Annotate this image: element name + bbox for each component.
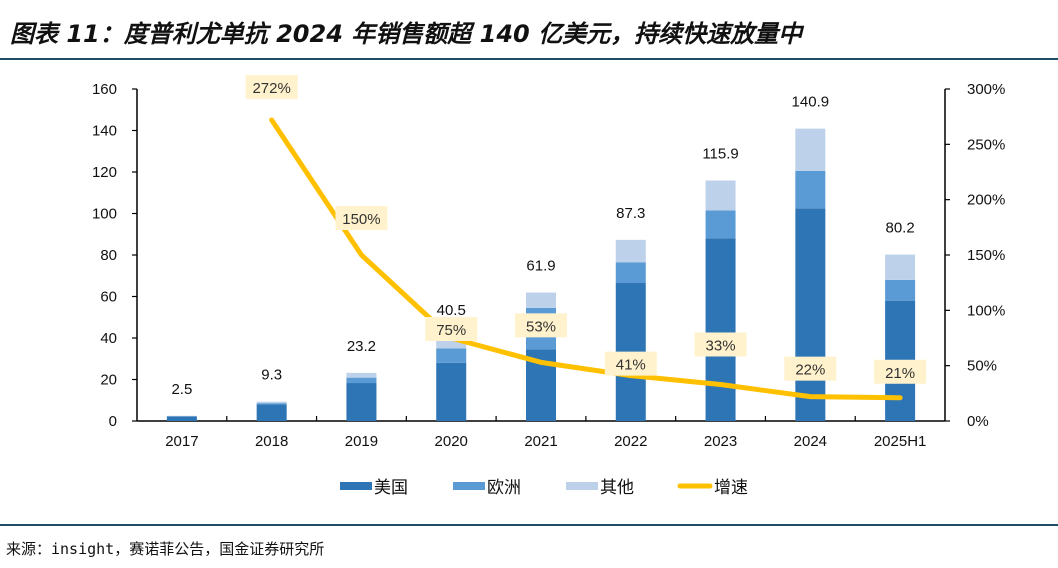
bar-segment-美国 [795, 208, 826, 421]
growth-label: 75% [436, 322, 466, 339]
bar-total-label: 40.5 [437, 302, 466, 319]
bar-total-label: 61.9 [526, 258, 555, 275]
x-tick-label: 2025H1 [874, 433, 927, 450]
bar-segment-其他 [436, 336, 467, 349]
bar-segment-美国 [705, 238, 736, 421]
bar-segment-欧洲 [705, 210, 736, 239]
bar-segment-其他 [885, 254, 916, 280]
left-tick-label: 60 [100, 289, 117, 306]
bar-segment-美国 [166, 416, 197, 421]
x-tick-label: 2020 [435, 433, 468, 450]
bar-segment-其他 [346, 372, 377, 378]
bar-segment-欧洲 [256, 403, 287, 405]
left-tick-label: 20 [100, 372, 117, 389]
bar-segment-其他 [256, 401, 287, 404]
left-tick-label: 0 [109, 413, 117, 430]
growth-line-group [269, 117, 903, 401]
growth-label-box [425, 317, 478, 341]
bar-total-label: 87.3 [616, 205, 645, 222]
bar-total-label: 9.3 [261, 367, 282, 384]
growth-label: 33% [706, 337, 736, 354]
bar-segment-欧洲 [436, 348, 467, 363]
bar-total-label: 2.5 [171, 381, 192, 398]
x-tick-label: 2024 [794, 433, 827, 450]
growth-label: 272% [252, 80, 290, 97]
left-tick-label: 140 [92, 123, 117, 140]
right-tick-label: 50% [967, 358, 997, 375]
bar-segment-美国 [256, 404, 287, 421]
figure-title: 图表 11：度普利尤单抗 2024 年销售额超 140 亿美元，持续快速放量中 [10, 20, 803, 48]
x-tick-label: 2019 [345, 433, 378, 450]
legend-label: 增速 [714, 478, 748, 497]
bar-segment-欧洲 [615, 262, 646, 284]
growth-label-box [694, 332, 747, 357]
legend-swatch-其他 [566, 482, 598, 490]
growth-label: 22% [795, 362, 825, 379]
bar-total-label: 115.9 [702, 146, 738, 163]
footer-divider [0, 524, 1058, 526]
left-tick-label: 80 [100, 247, 117, 264]
right-tick-label: 250% [967, 136, 1005, 153]
legend-label: 美国 [374, 478, 408, 497]
growth-label-box [784, 356, 837, 381]
right-tick-label: 200% [967, 192, 1005, 209]
growth-label: 21% [885, 365, 915, 382]
x-tick-label: 2023 [704, 433, 737, 450]
left-tick-label: 120 [92, 164, 117, 181]
bar-total-label: 23.2 [347, 338, 376, 355]
right-tick-label: 150% [967, 247, 1005, 264]
bar-segment-欧洲 [885, 279, 916, 301]
growth-label: 150% [342, 211, 380, 228]
bar-segment-美国 [346, 383, 377, 421]
growth-line [269, 117, 903, 401]
combo-chart: 0 20 40 60 80 100 120 140 160 0% 50% 100% 150% 200% 25… [92, 74, 1005, 497]
title-divider [0, 58, 1058, 60]
legend-label: 其他 [600, 478, 634, 497]
x-tick-label: 2017 [165, 433, 198, 450]
right-tick-label: 0% [967, 413, 989, 430]
bar-segment-其他 [615, 239, 646, 263]
source-note: 来源：insight，赛诺菲公告，国金证券研究所 [6, 540, 325, 558]
bar-segment-欧洲 [346, 377, 377, 384]
growth-label-box [245, 74, 298, 99]
x-tick-label: 2018 [255, 433, 288, 450]
legend-swatch-美国 [340, 482, 372, 490]
labels-group: 2.5 9.3 23.2 40.5 61.9 87.3 115.9 140.9 80.2 272%… [171, 74, 927, 398]
growth-label: 53% [526, 318, 556, 335]
growth-label-box [515, 313, 567, 338]
growth-label-box [874, 359, 927, 384]
right-tick-label: 300% [967, 81, 1005, 98]
left-tick-label: 100 [92, 206, 117, 223]
bar-segment-其他 [526, 292, 556, 308]
bar-segment-其他 [795, 128, 826, 171]
bar-segment-其他 [705, 180, 736, 211]
bar-segment-欧洲 [795, 170, 826, 209]
bar-total-label: 80.2 [886, 220, 915, 237]
bar-segment-美国 [436, 362, 467, 421]
legend-swatch-欧洲 [453, 482, 485, 490]
legend-label: 欧洲 [487, 478, 521, 497]
x-tick-label: 2022 [614, 433, 647, 450]
right-tick-label: 100% [967, 302, 1005, 319]
growth-label-box [335, 206, 388, 230]
growth-label-box [604, 351, 657, 376]
left-tick-label: 40 [100, 330, 117, 347]
legend: 美国 欧洲 其他 增速 [340, 478, 748, 497]
growth-label: 41% [616, 357, 646, 374]
left-tick-label: 160 [92, 81, 117, 98]
bar-total-label: 140.9 [792, 94, 830, 111]
x-tick-label: 2021 [524, 433, 557, 450]
